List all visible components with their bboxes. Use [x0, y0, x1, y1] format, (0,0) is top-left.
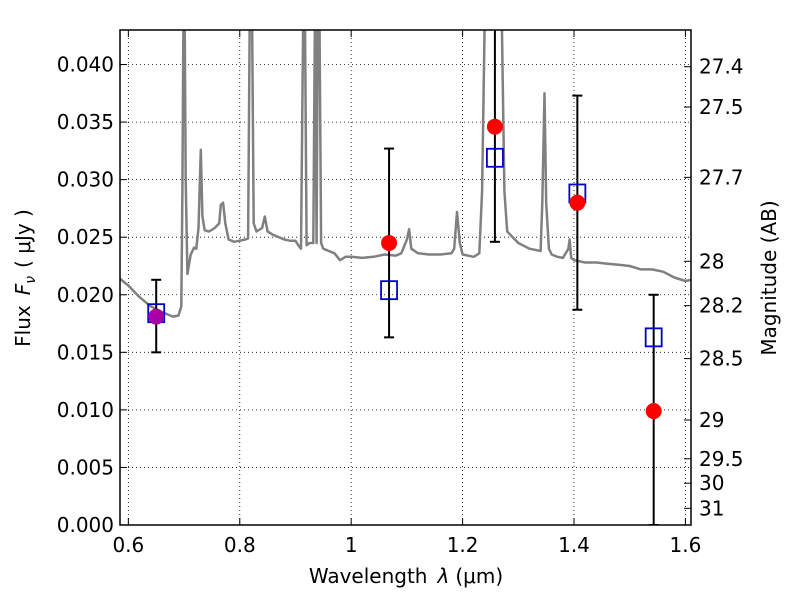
mag-tick-label: 28.5 — [699, 347, 744, 371]
mag-tick-label: 29 — [699, 408, 724, 432]
x-tick-label: 0.6 — [112, 533, 144, 557]
observed-point — [569, 194, 586, 211]
x-tick-label: 0.8 — [224, 533, 256, 557]
plot-area — [120, 30, 691, 525]
y-tick-label: 0.005 — [57, 455, 114, 479]
model-band-point — [644, 327, 663, 348]
model-band-point — [380, 280, 398, 301]
x-axis-label: Wavelength λ (μm) — [309, 564, 503, 588]
x-tick-label: 1.4 — [558, 533, 590, 557]
observed-point — [645, 403, 662, 420]
x-tick-label: 1.6 — [670, 533, 702, 557]
axes-frame — [119, 29, 692, 526]
y-tick-label: 0.025 — [57, 225, 114, 249]
y-tick-label: 0.015 — [57, 340, 114, 364]
mag-tick-label: 30 — [699, 471, 724, 495]
model-band-point — [486, 147, 504, 168]
x-tick-label: 1.2 — [447, 533, 479, 557]
mag-tick-label: 28 — [699, 249, 724, 273]
mag-tick-label: 29.5 — [699, 447, 744, 471]
mag-tick-label: 28.2 — [699, 294, 744, 318]
y-tick-label: 0.000 — [57, 513, 114, 537]
y-tick-label: 0.035 — [57, 110, 114, 134]
observed-point — [148, 308, 165, 325]
observed-point — [486, 118, 503, 135]
grid — [120, 30, 691, 526]
mag-tick-label: 27.7 — [699, 165, 744, 189]
mag-tick-label: 27.5 — [699, 95, 744, 119]
x-tick-label: 1 — [345, 533, 358, 557]
y-axis-label: FluxFν( μJy ) — [11, 209, 39, 347]
magnitude-axis-label: Magnitude (AB) — [757, 200, 781, 355]
observed-point — [381, 234, 398, 251]
ticks: 0.6 0.8 1 1.2 1.4 1.6 0.000 0.005 0.010 0.015 0.02… — [57, 30, 744, 557]
y-tick-label: 0.020 — [57, 283, 114, 307]
mag-tick-label: 27.4 — [699, 55, 744, 79]
y-tick-label: 0.040 — [57, 53, 114, 77]
model-spectrum-line — [120, 30, 691, 318]
mag-tick-label: 31 — [699, 496, 724, 520]
y-tick-label: 0.010 — [57, 398, 114, 422]
y-tick-label: 0.030 — [57, 168, 114, 192]
